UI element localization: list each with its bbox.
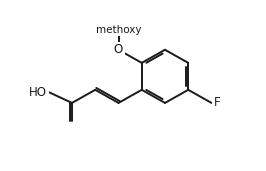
Text: HO: HO	[29, 86, 47, 99]
Text: methoxy: methoxy	[96, 25, 141, 35]
Text: O: O	[114, 43, 123, 56]
Text: F: F	[214, 96, 221, 109]
